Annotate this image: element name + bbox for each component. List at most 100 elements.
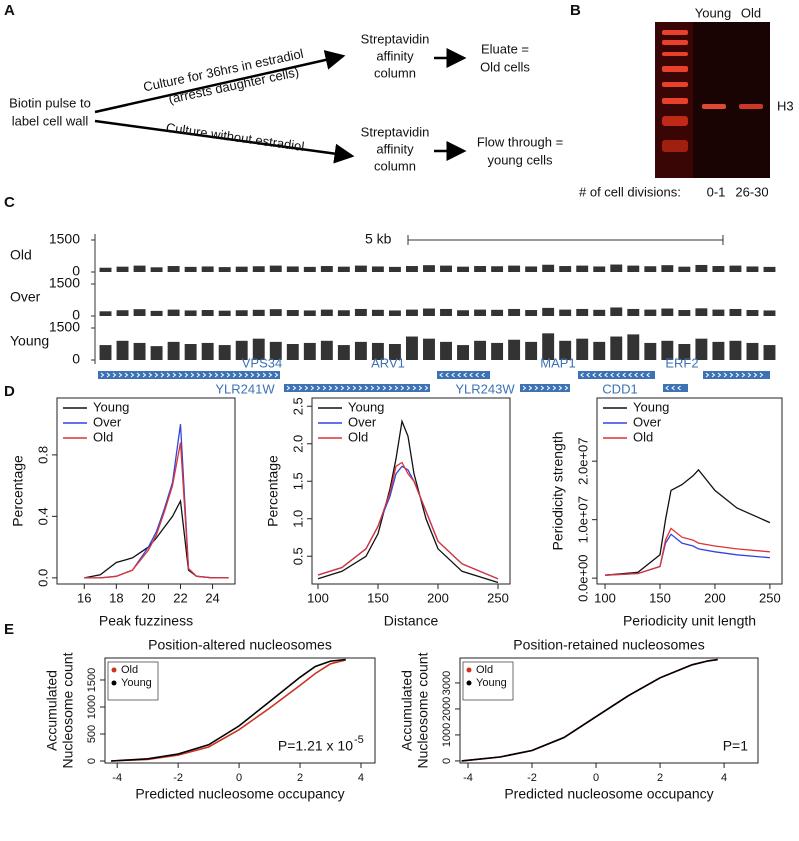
- signal-bar: [763, 345, 776, 360]
- signal-bar: [661, 340, 674, 360]
- signal-bar: [303, 266, 316, 272]
- x-tick-label: 150: [649, 590, 671, 605]
- signal-bar: [610, 336, 623, 360]
- y-tick-label: 1.5: [290, 472, 305, 490]
- y-tick-label: 2.0e+07: [575, 437, 590, 484]
- signal-bar: [269, 265, 282, 272]
- signal-bar: [133, 309, 146, 316]
- plot-frame: [596, 397, 783, 585]
- x-tick-label: 2: [657, 772, 663, 784]
- gene-label: VPS34: [242, 355, 282, 370]
- annotation-exponent: -5: [354, 734, 364, 746]
- legend-marker: [466, 667, 472, 673]
- signal-bar: [406, 309, 418, 316]
- legend-label: Old: [93, 429, 113, 444]
- signal-bar: [286, 310, 299, 316]
- x-tick-label: -4: [112, 772, 122, 784]
- gene-label: CDD1: [602, 381, 637, 396]
- y-tick-label: 1500: [49, 275, 80, 291]
- signal-bar: [525, 341, 538, 360]
- signal-bar: [542, 333, 555, 360]
- x-tick-label: 22: [173, 590, 187, 605]
- gene-bar: [520, 384, 570, 392]
- x-tick-label: 250: [759, 590, 781, 605]
- y-tick-label: 0: [72, 263, 80, 279]
- signal-bar: [116, 266, 129, 272]
- signal-bar: [303, 342, 316, 360]
- signal-bar: [695, 338, 708, 360]
- signal-bar: [116, 310, 129, 316]
- signal-bar: [661, 308, 674, 316]
- panel-label: A: [4, 2, 15, 19]
- signal-bar: [712, 309, 725, 316]
- h3-band: [702, 104, 726, 109]
- signal-bar: [252, 338, 265, 360]
- panel-label: C: [4, 194, 15, 211]
- signal-bar: [576, 308, 589, 316]
- ladder-bands: [662, 30, 688, 152]
- signal-bar: [320, 340, 333, 360]
- lane-label: Young: [695, 5, 731, 20]
- signal-bar: [184, 310, 197, 316]
- legend-label: Old: [476, 664, 493, 676]
- signal-bar: [474, 266, 487, 272]
- panel-label: D: [4, 383, 15, 400]
- node-text: Old cells: [480, 59, 530, 74]
- signal-bar: [371, 309, 384, 316]
- series-line: [604, 527, 770, 576]
- signal-bar: [627, 308, 640, 316]
- series-line: [317, 465, 499, 580]
- x-tick-label: -2: [173, 772, 183, 784]
- plot-frame: [311, 397, 511, 585]
- node-text: column: [374, 65, 416, 80]
- node-text: young cells: [487, 152, 553, 167]
- legend-label: Over: [633, 414, 662, 429]
- signal-bar: [525, 310, 538, 316]
- x-tick-label: 24: [205, 590, 219, 605]
- signal-bar: [440, 341, 452, 360]
- x-tick-label: 2: [297, 772, 303, 784]
- signal-bar: [644, 309, 657, 316]
- x-tick-label: 100: [307, 590, 329, 605]
- signal-bar: [354, 341, 367, 360]
- gene-strand: [439, 372, 485, 378]
- lane-label: Old: [741, 5, 761, 20]
- series-line: [84, 498, 229, 579]
- x-axis-label: Predicted nucleosome occupancy: [135, 786, 344, 802]
- signal-bar: [337, 310, 350, 316]
- signal-bar: [286, 344, 299, 360]
- y-axis-label: Nucleosome count: [415, 652, 431, 768]
- y-tick-label: 2.0: [290, 435, 305, 453]
- y-tick-label: 0.0: [35, 569, 50, 587]
- gene-strand: [665, 385, 681, 391]
- legend-label: Young: [476, 677, 507, 689]
- y-tick-label: 0.0e+00: [575, 554, 590, 601]
- signal-bar: [542, 307, 555, 316]
- signal-bar: [729, 265, 742, 272]
- x-tick-label: 4: [358, 772, 364, 784]
- series-line: [317, 418, 499, 584]
- y-axis-label: Accumulated: [44, 670, 60, 751]
- signal-bar: [729, 308, 742, 316]
- signal-bar: [218, 267, 231, 272]
- signal-bar: [99, 345, 112, 360]
- signal-bar: [235, 310, 248, 316]
- node-text: column: [374, 158, 416, 173]
- x-tick-label: 4: [721, 772, 727, 784]
- y-tick-label: 2000: [441, 697, 453, 721]
- signal-bar: [235, 340, 248, 360]
- signal-bar: [627, 334, 640, 360]
- y-tick-label: 1.0: [290, 510, 305, 528]
- gene-strand: [100, 372, 279, 378]
- series-line: [604, 533, 770, 576]
- signal-bar: [508, 308, 521, 316]
- x-tick-label: 250: [487, 590, 509, 605]
- edge-label: Culture without estradiol: [165, 120, 305, 154]
- legend-label: Over: [93, 414, 122, 429]
- node-text: label cell wall: [12, 113, 89, 128]
- gel-image: Young Old H3 # of cell divisions: 0-1 26…: [579, 5, 794, 199]
- signal-bar: [695, 308, 708, 316]
- legend-label: Over: [348, 414, 377, 429]
- signal-bar: [218, 310, 231, 316]
